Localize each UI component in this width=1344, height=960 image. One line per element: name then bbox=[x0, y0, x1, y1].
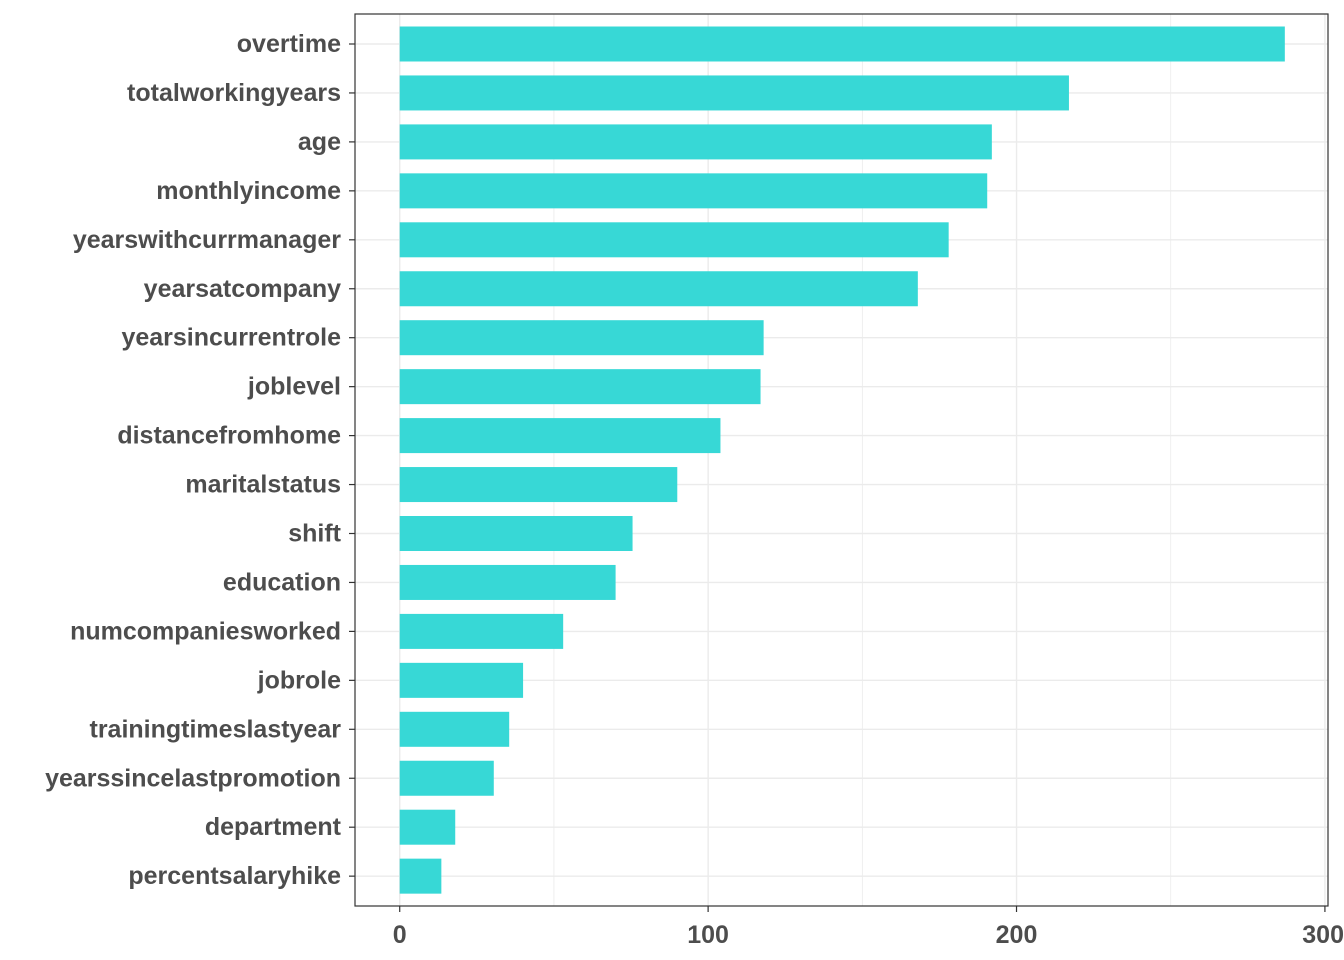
bar-distancefromhome bbox=[399, 418, 721, 454]
x-tick-label: 200 bbox=[996, 921, 1038, 949]
category-label: distancefromhome bbox=[117, 422, 341, 450]
bar-percentsalaryhike bbox=[399, 858, 442, 894]
bar-joblevel bbox=[399, 369, 761, 405]
category-label: totalworkingyears bbox=[127, 79, 341, 107]
category-label: trainingtimeslastyear bbox=[90, 715, 342, 743]
x-tick-label: 300 bbox=[1302, 921, 1344, 949]
bar-monthlyincome bbox=[399, 173, 988, 209]
category-label: education bbox=[223, 568, 341, 596]
category-label: numcompaniesworked bbox=[70, 617, 341, 645]
bar-yearsincurrentrole bbox=[399, 320, 764, 356]
category-labels: overtime totalworkingyears age monthlyincom… bbox=[45, 30, 355, 890]
bar-education bbox=[399, 564, 616, 600]
bar-yearsatcompany bbox=[399, 271, 918, 307]
bar-maritalstatus bbox=[399, 467, 678, 503]
x-tick-label: 0 bbox=[393, 921, 407, 949]
bar-age bbox=[399, 124, 992, 160]
category-label: department bbox=[205, 813, 342, 841]
bar-yearssincelastpromotion bbox=[399, 760, 494, 796]
category-label: monthlyincome bbox=[156, 177, 341, 205]
x-axis-ticks: 0 100 200 300 bbox=[393, 906, 1344, 949]
bar-trainingtimeslastyear bbox=[399, 711, 510, 747]
panel-border bbox=[354, 13, 1329, 907]
category-label: yearssincelastpromotion bbox=[45, 764, 341, 792]
bar-numcompaniesworked bbox=[399, 613, 564, 649]
category-label: yearsatcompany bbox=[144, 275, 341, 303]
category-label: joblevel bbox=[247, 373, 341, 401]
bar-department bbox=[399, 809, 456, 845]
category-label: age bbox=[298, 128, 341, 156]
bar-jobrole bbox=[399, 662, 524, 698]
category-label: yearsincurrentrole bbox=[121, 324, 341, 352]
bar-totalworkingyears bbox=[399, 75, 1069, 111]
category-label: maritalstatus bbox=[185, 471, 341, 499]
bar-yearswithcurrmanager bbox=[399, 222, 949, 258]
category-label: jobrole bbox=[257, 666, 341, 694]
bar-overtime bbox=[399, 26, 1285, 62]
bar-shift bbox=[399, 516, 633, 551]
bars-layer bbox=[399, 26, 1285, 894]
category-label: overtime bbox=[237, 30, 341, 58]
x-tick-label: 100 bbox=[687, 921, 729, 949]
category-label: percentsalaryhike bbox=[128, 862, 341, 890]
category-label: yearswithcurrmanager bbox=[73, 226, 341, 254]
category-label: shift bbox=[288, 520, 341, 548]
